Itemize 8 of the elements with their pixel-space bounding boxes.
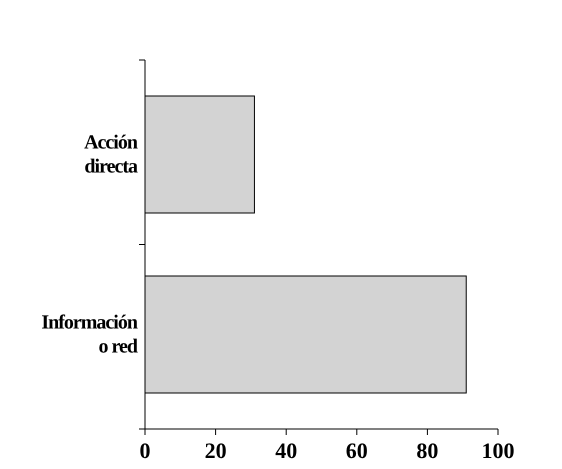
y-tick-label: Información o red (41, 312, 138, 358)
y-tick-label: Acción directa (84, 132, 138, 178)
x-tick-label: 60 (346, 438, 368, 463)
x-tick-label: 40 (275, 438, 298, 463)
x-tick-label: 80 (416, 438, 438, 463)
x-tick-label: 0 (140, 438, 150, 463)
x-tick-label: 100 (482, 438, 514, 463)
x-tick-label: 20 (204, 438, 227, 463)
